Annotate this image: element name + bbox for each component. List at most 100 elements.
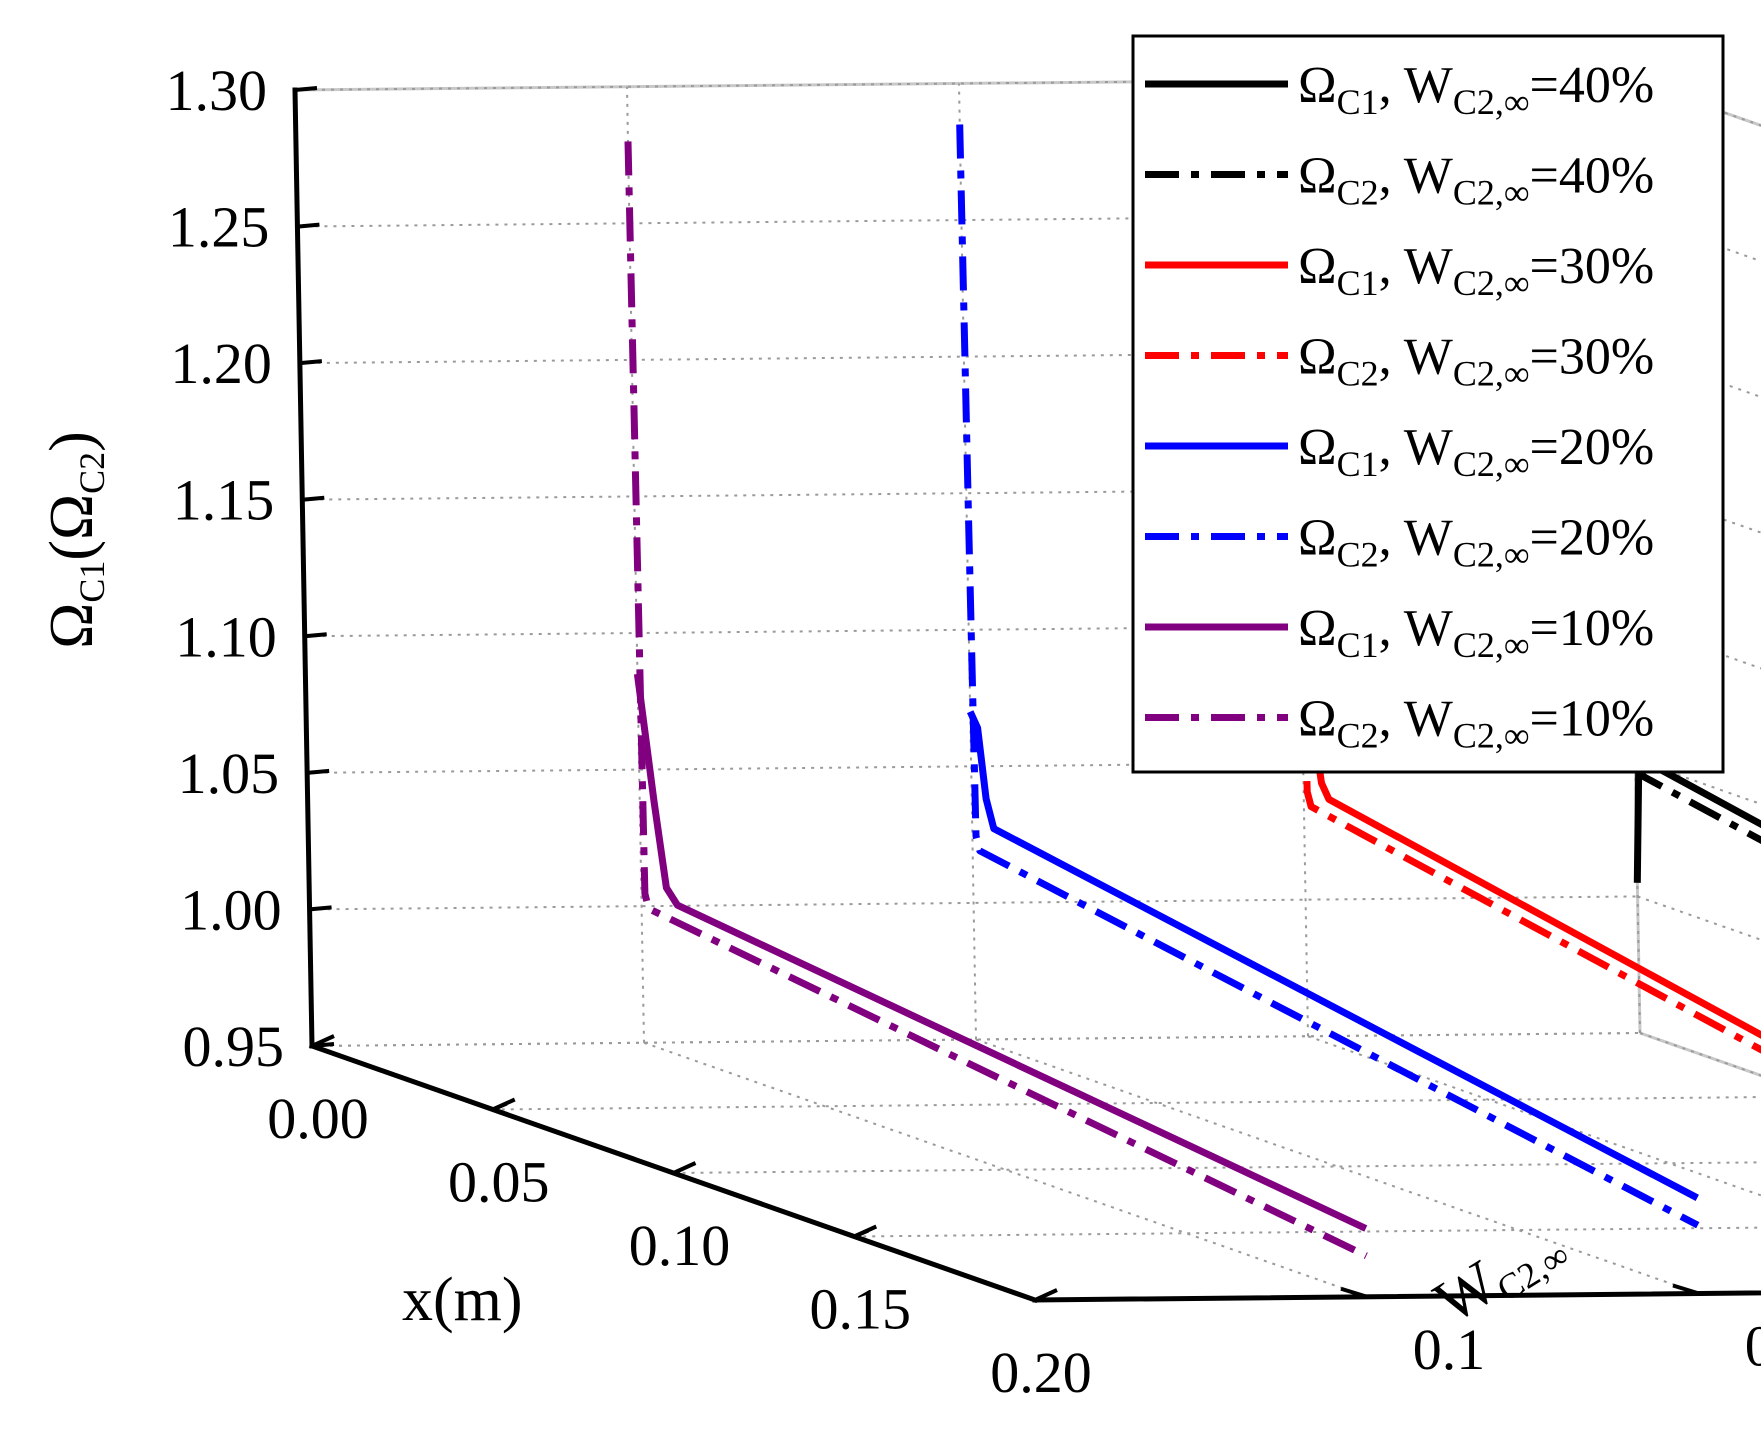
grid-line-z-back-wall xyxy=(1637,895,1761,941)
legend-text-part: =30% xyxy=(1530,329,1655,386)
x-minor-tick-mark xyxy=(491,1101,508,1112)
legend-text-part: , W xyxy=(1379,148,1453,205)
legend-text-part: Ω xyxy=(1298,148,1337,205)
legend-text-part: Ω xyxy=(1298,57,1337,114)
z-tick-mark xyxy=(299,359,323,366)
w-tick-label: 0.2 xyxy=(1745,1314,1761,1379)
legend-text-part: C1 xyxy=(1337,263,1379,303)
legend-label-c2-20: ΩC2, WC2,∞=20% xyxy=(1298,510,1654,575)
legend-text-part: C2,∞ xyxy=(1453,535,1530,575)
w-tick-mark xyxy=(1672,1283,1700,1296)
grid-line-z-back-wall xyxy=(1632,622,1761,670)
legend-label-c1-40: ΩC1, WC2,∞=40% xyxy=(1298,57,1654,122)
legend-text-part: , W xyxy=(1379,238,1453,295)
grid-line-z-back-wall xyxy=(1625,212,1761,263)
legend-text-part: , W xyxy=(1379,510,1453,567)
legend-text-part: Ω xyxy=(1298,329,1337,386)
legend-text-part: C1 xyxy=(1337,625,1379,665)
z-tick-label: 1.15 xyxy=(173,468,275,533)
w-tick-mark xyxy=(1340,1286,1368,1299)
legend-text-part: C2,∞ xyxy=(1453,82,1530,122)
legend-text-part: Ω xyxy=(1298,600,1337,657)
legend-text-part: C1 xyxy=(1337,444,1379,484)
legend-label-c2-30: ΩC2, WC2,∞=30% xyxy=(1298,329,1654,394)
legend-text-part: C2 xyxy=(1337,354,1379,394)
grid-line-w-floor xyxy=(975,1038,1700,1295)
z-tick-label: 1.20 xyxy=(170,331,272,396)
grid-line-z-back-wall xyxy=(1627,349,1761,398)
legend-text-part: C2 xyxy=(1337,535,1379,575)
grid-line-x-floor xyxy=(492,1096,1761,1111)
x-minor-tick-mark xyxy=(853,1228,870,1239)
legend-label-c1-30: ΩC1, WC2,∞=30% xyxy=(1298,238,1654,303)
z-tick-label: 0.95 xyxy=(183,1014,285,1079)
x-tick-label: 0.00 xyxy=(267,1086,369,1151)
legend-text-part: , W xyxy=(1379,600,1453,657)
z-tick-mark xyxy=(294,86,318,92)
z-axis-label-sub2: C2 xyxy=(72,452,112,494)
z-tick-mark xyxy=(302,495,325,502)
legend-text-part: C2,∞ xyxy=(1453,444,1530,484)
grid-line-w-left-wall xyxy=(958,83,977,1040)
legend-text-part: Ω xyxy=(1298,419,1337,476)
z-tick-mark xyxy=(309,905,332,912)
series-line-c2-10 xyxy=(624,141,1368,1259)
x-tick-mark xyxy=(311,1034,335,1048)
z-axis-label-omega2: (Ω xyxy=(38,494,106,561)
legend-label-c2-40: ΩC2, WC2,∞=40% xyxy=(1298,148,1654,213)
x-tick-label: 0.20 xyxy=(990,1340,1092,1405)
w-axis-line xyxy=(1032,1290,1761,1303)
legend-text-part: C1 xyxy=(1337,82,1379,122)
z-tick-label: 1.25 xyxy=(168,195,270,260)
legend-text-part: C2,∞ xyxy=(1453,354,1530,394)
w-tick-label: 0.1 xyxy=(1413,1317,1486,1382)
legend-text-part: =40% xyxy=(1530,148,1655,205)
x-axis-label: x(m) xyxy=(402,1266,523,1334)
x-tick-label: 0.05 xyxy=(448,1150,550,1215)
legend-text-part: , W xyxy=(1379,329,1453,386)
legend-text-part: C2,∞ xyxy=(1453,173,1530,213)
grid-line-w-floor xyxy=(1307,1035,1761,1197)
legend-label-c2-10: ΩC2, WC2,∞=10% xyxy=(1298,691,1654,756)
series-line-c1-10 xyxy=(633,673,1368,1232)
legend-text-part: , W xyxy=(1379,57,1453,114)
legend-text-part: =30% xyxy=(1530,238,1655,295)
legend-text-part: , W xyxy=(1379,419,1453,476)
grid-line-z-back-wall xyxy=(1634,758,1761,806)
legend-text-part: C2 xyxy=(1337,716,1379,756)
legend-text-part: =20% xyxy=(1530,510,1655,567)
legend-text-part: Ω xyxy=(1298,238,1337,295)
legend-text-part: Ω xyxy=(1298,691,1337,748)
z-axis-label-omega1: Ω xyxy=(38,603,106,649)
x-tick-label: 0.15 xyxy=(810,1277,912,1342)
series-line-c2-20 xyxy=(956,124,1700,1229)
legend-text-part: , W xyxy=(1379,691,1453,748)
tick-labels: 0.95 1.00 1.05 1.10 1.15 1.20 1.25 1.30 0.00 0.05… xyxy=(166,58,1761,1405)
legend-text-part: =20% xyxy=(1530,419,1655,476)
grid-line-w-floor xyxy=(643,1041,1368,1298)
z-axis-label-sub1: C1 xyxy=(72,561,112,603)
legend-text-part: =40% xyxy=(1530,57,1655,114)
legend-box xyxy=(1131,34,1725,774)
legend-text-part: =10% xyxy=(1530,600,1655,657)
z-axis-line xyxy=(292,87,315,1049)
legend-text-part: =10% xyxy=(1530,691,1655,748)
x-tick-mark xyxy=(1034,1288,1058,1302)
z-tick-mark xyxy=(304,632,327,639)
legend-label-c1-20: ΩC1, WC2,∞=20% xyxy=(1298,419,1654,484)
z-tick-label: 1.10 xyxy=(175,604,277,669)
z-tick-label: 1.05 xyxy=(178,741,280,806)
legend-text-part: C2 xyxy=(1337,173,1379,213)
x-tick-label: 0.10 xyxy=(629,1213,731,1278)
x-tick-mark xyxy=(672,1161,697,1175)
legend-text-part: C2,∞ xyxy=(1453,263,1530,303)
legend-text-part: Ω xyxy=(1298,510,1337,567)
tick-marks xyxy=(294,86,1700,1302)
z-tick-label: 1.00 xyxy=(180,877,282,942)
z-axis-label-close: ) xyxy=(38,431,106,452)
legend-text-part: C2,∞ xyxy=(1453,716,1530,756)
legend: ΩC1, WC2,∞=40%ΩC2, WC2,∞=40%ΩC1, WC2,∞=3… xyxy=(1131,34,1725,774)
grid-line-z-back-wall xyxy=(1622,76,1761,127)
z-tick-mark xyxy=(297,222,320,229)
